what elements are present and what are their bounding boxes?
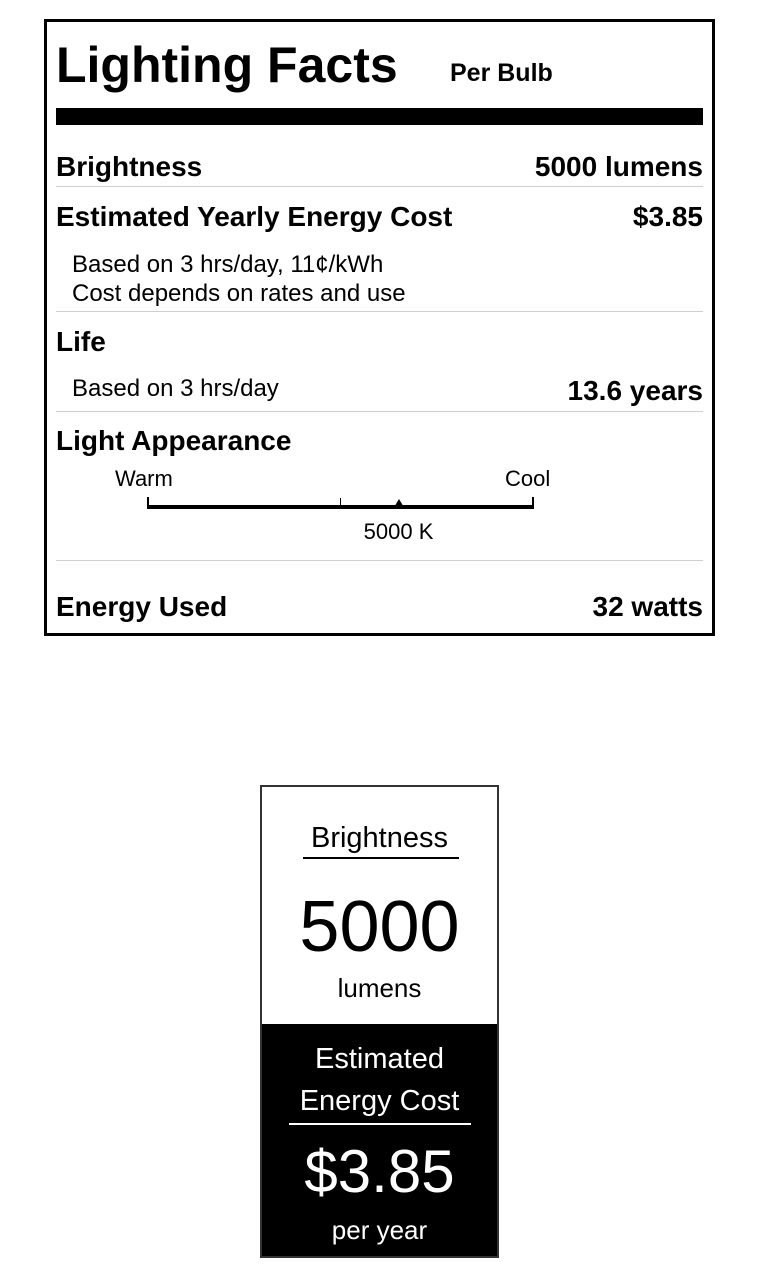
brightness-label: Brightness [56, 151, 203, 182]
mini-cost-label-2: Energy Cost [299, 1085, 460, 1117]
light-appearance-label: Light Appearance [56, 425, 292, 456]
life-note: Based on 3 hrs/day [72, 375, 279, 402]
color-temperature-scale [147, 497, 534, 511]
scale-tick [147, 497, 149, 509]
label-subtitle: Per Bulb [450, 59, 553, 87]
energy-cost-note-2: Cost depends on rates and use [72, 280, 406, 307]
divider [56, 411, 703, 412]
mini-cost-value: $3.85 [304, 1138, 455, 1205]
mini-cost-label-1: Estimated [315, 1043, 444, 1075]
scale-tick [340, 498, 341, 508]
energy-cost-value: $3.85 [632, 201, 703, 232]
energy-used-label: Energy Used [56, 591, 228, 622]
life-value: 13.6 years [567, 375, 703, 406]
header-bar [56, 108, 703, 125]
scale-marker [392, 499, 405, 509]
label-title: Lighting Facts [56, 37, 398, 93]
mini-cost-unit: per year [331, 1215, 428, 1245]
scale-tick [532, 497, 534, 509]
cool-label: Cool [505, 466, 551, 491]
lighting-facts-label [44, 19, 715, 636]
divider [56, 560, 703, 561]
brightness-value: 5000 lumens [534, 151, 703, 182]
energy-cost-note-1: Based on 3 hrs/day, 11¢/kWh [72, 251, 384, 278]
divider [56, 186, 703, 187]
warm-label: Warm [115, 466, 173, 491]
energy-cost-label: Estimated Yearly Energy Cost [56, 201, 453, 232]
underline [303, 857, 459, 859]
mini-brightness-unit: lumens [337, 973, 422, 1003]
divider [56, 311, 703, 312]
cost-panel: Estimated Energy Cost $3.85 per year [262, 1024, 497, 1256]
mini-brightness-value: 5000 [299, 887, 460, 967]
underline [289, 1123, 471, 1125]
color-temperature-value: 5000 K [363, 519, 434, 544]
life-label: Life [56, 326, 106, 357]
energy-used-value: 32 watts [592, 591, 704, 622]
front-label: Brightness 5000 lumens Estimated Energy … [260, 785, 499, 1258]
mini-brightness-label: Brightness [310, 822, 448, 854]
